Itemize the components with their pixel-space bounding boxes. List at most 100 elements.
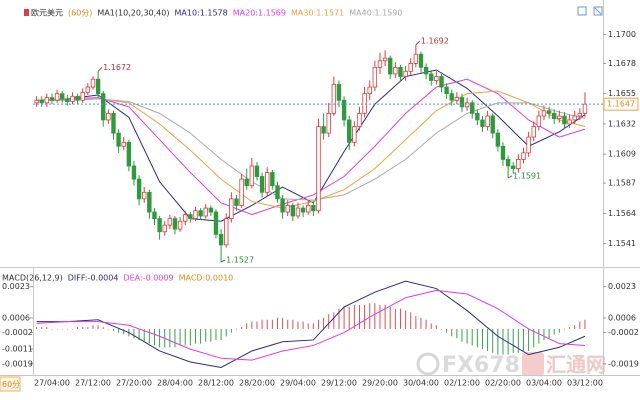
macd-bar [179,328,181,346]
macd-bar [210,328,212,342]
macd-bar [159,328,161,348]
candle-body [357,112,362,127]
candle-body [382,57,388,62]
y-tick-label: 1.1700 [608,30,636,39]
candle-body [326,112,331,134]
candle-body [131,165,137,180]
y-tick-label-left: -0.0002 [2,328,33,337]
macd-bar [476,328,478,348]
macd-bar [348,306,350,329]
macd-bar [497,328,499,355]
period-button[interactable] [0,376,21,392]
candle-body [193,210,198,219]
close-icon[interactable] [593,6,603,16]
candle-body [454,97,460,101]
candle-body [413,53,419,64]
macd-bar [41,327,43,329]
macd-bar [246,323,248,329]
macd-bar [410,312,412,329]
candle-body [505,159,511,167]
macd-bar [405,310,407,329]
macd-bar [492,328,494,353]
candle-body [526,136,531,154]
macd-bar [584,319,586,329]
macd-bar [533,328,535,348]
candle-body [480,119,485,127]
macd-bar [271,319,273,329]
candle-body [444,86,449,95]
candle-body [439,76,444,88]
legend-entry: MA10:1.1578 [174,9,227,18]
x-tick-label: 29/04:00 [280,379,316,388]
legend-entry: MA40:1.1590 [349,9,402,18]
candle-body [459,97,465,108]
candle-body [567,119,572,125]
candle-body [162,224,167,233]
settings-icon[interactable] [577,6,587,16]
candle-body [295,207,301,217]
candle-body [60,93,65,100]
macd-bar [215,328,217,340]
candle-body [290,205,296,217]
y-tick-label: 1.1655 [608,89,636,98]
candle-body [403,70,408,77]
macd-bar [282,317,284,329]
x-tick-label: 02/20:00 [485,379,521,388]
candle-body [198,210,203,217]
macd-bar [364,305,366,329]
macd-bar [369,303,371,329]
candle-body [541,110,547,117]
candle-body [265,172,270,193]
candle-body [418,53,424,68]
candle-body [434,76,439,81]
macd-bar [56,328,58,330]
macd-bar [138,328,140,340]
y-tick-label: 1.1564 [608,209,636,218]
macd-bar [200,328,202,344]
y-tick-label: 0.0023 [608,282,636,291]
close-icon-cross [594,7,602,15]
macd-bar [97,325,99,329]
indicator-line [36,78,586,216]
macd-bar [92,325,94,329]
macd-bar [430,323,432,329]
macd-bar [241,327,243,329]
period-button-label[interactable]: 60分 [2,380,20,389]
macd-bar [323,317,325,329]
indicator-line [36,280,586,369]
legend-entry: MA30:1.1571 [291,9,344,18]
macd-bar [194,328,196,344]
macd-title: MACD(26,12,9) [2,274,63,283]
macd-bar [522,328,524,351]
candle-body [213,211,219,235]
macd-bar [384,305,386,329]
macd-bar [563,328,565,330]
macd-bar [317,319,319,329]
candle-body [152,211,157,219]
watermark-logo [416,352,440,376]
macd-bar [312,323,314,329]
macd-bar [399,308,401,329]
macd-bar [87,327,89,329]
candle-body [300,207,306,213]
macd-bar [256,321,258,329]
candle-body [408,63,413,72]
candle-body [311,205,316,212]
indicator-label: MA1(10,20,30,40) [97,9,169,18]
last-price-box [603,97,639,111]
candle-body [393,66,398,75]
macd-bar [456,328,458,339]
macd-bar [287,319,289,329]
candle-body [39,99,44,104]
y-tick-label-left: 0.0006 [2,313,30,322]
macd-bar [579,321,581,329]
candle-body [85,86,91,93]
y-tick-label: 1.1609 [608,150,636,159]
macd-bar [440,328,442,330]
candle-body [500,145,506,160]
candle-body [111,112,116,134]
macd-bar [569,327,571,329]
candle-body [557,115,562,120]
annotation-pointer [220,259,226,263]
